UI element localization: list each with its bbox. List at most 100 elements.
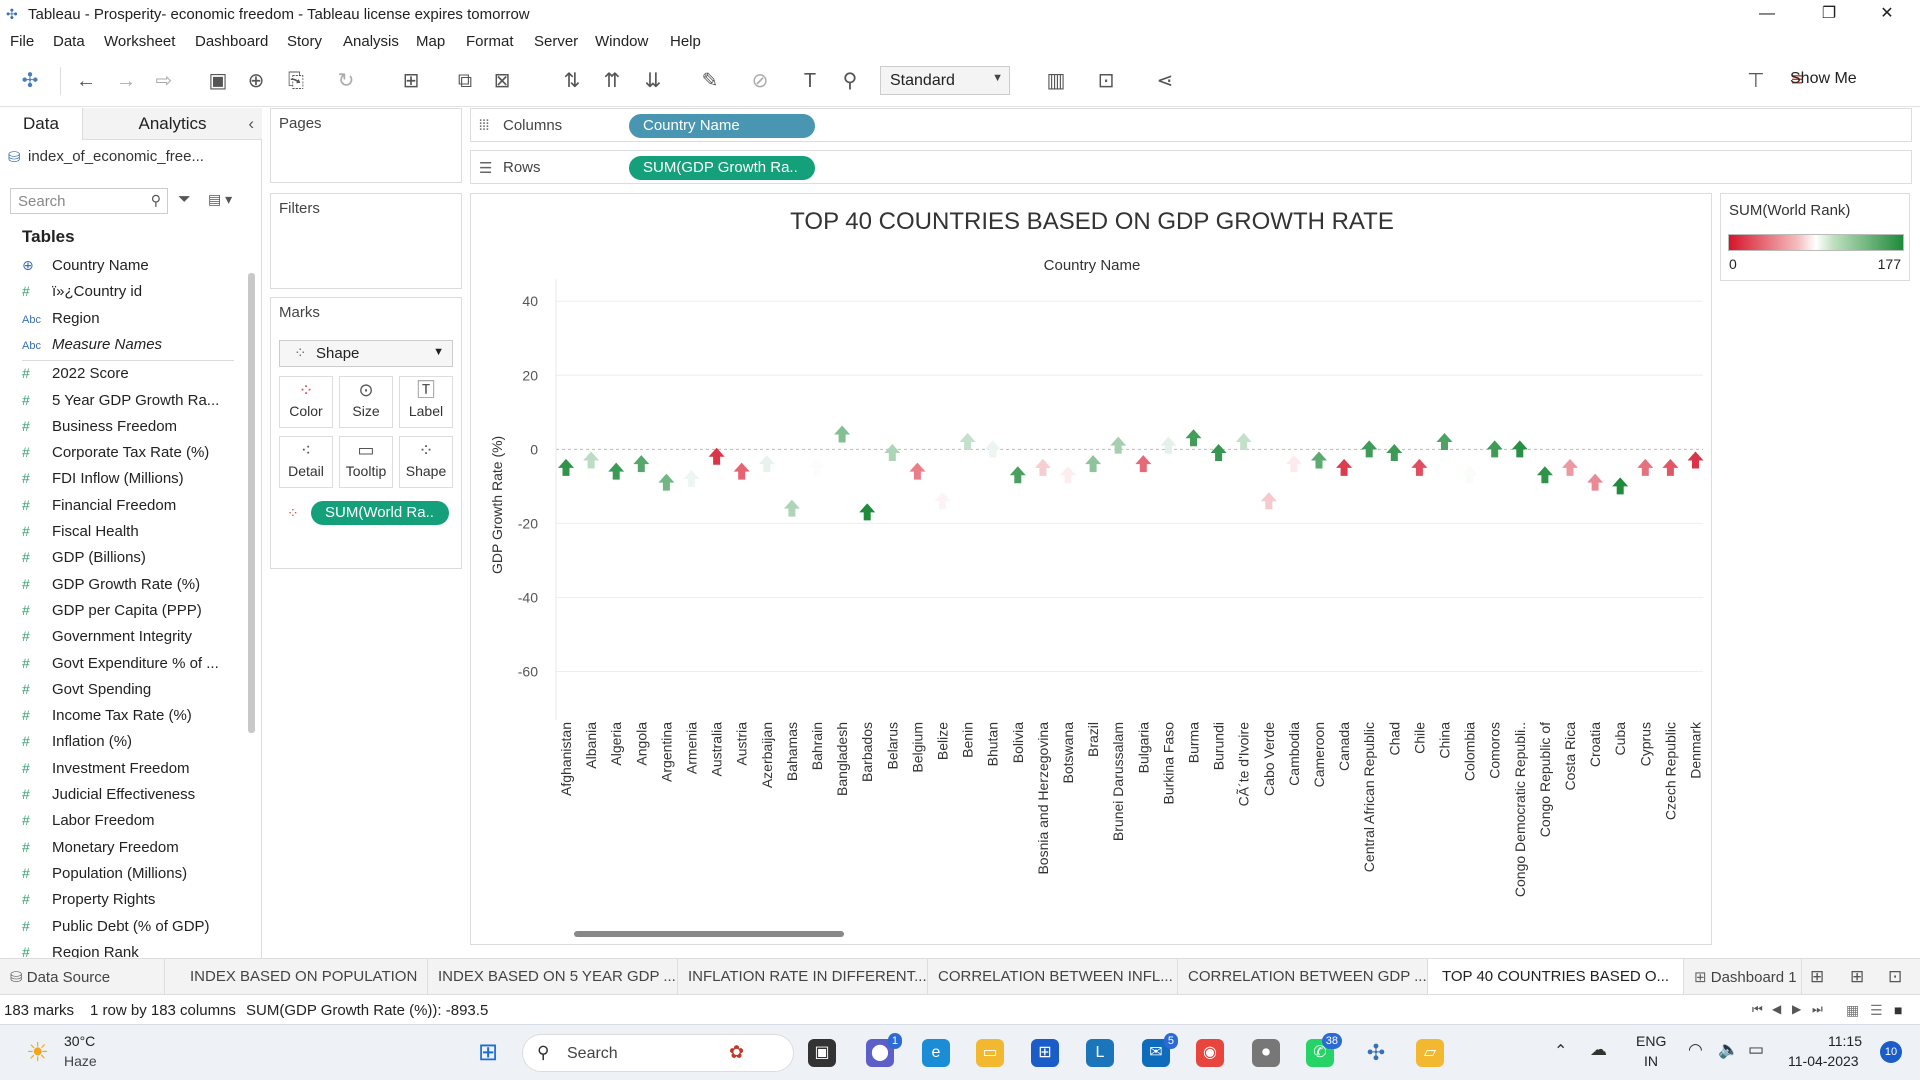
nav-first-icon[interactable]: ⏮ [1752,1002,1763,1016]
grid-view-icon[interactable]: ▦ [1846,1002,1860,1018]
store-icon[interactable]: ⊞ [1031,1039,1059,1067]
show-me-icon[interactable]: ≡ [1791,69,1803,91]
view-options-icon[interactable]: ▤ ▾ [208,191,233,207]
size-button[interactable]: ⊙ Size [339,376,393,428]
maximize-button[interactable]: ❐ [1821,5,1837,22]
field-item[interactable]: # Corporate Tax Rate (%) [22,444,237,468]
save-icon[interactable]: ▣ [208,70,228,92]
lang-eng[interactable]: ENG [1636,1033,1667,1049]
mark-type-select[interactable]: ⁘ Shape ▼ [279,340,453,367]
sort-asc-icon[interactable]: ⇈ [603,70,621,92]
menu-server[interactable]: Server [534,33,579,50]
redo-icon[interactable]: → [116,70,136,92]
worksheet-view[interactable]: TOP 40 COUNTRIES BASED ON GDP GROWTH RAT… [470,193,1712,945]
weather-icon[interactable]: ☀ [26,1037,50,1067]
minimize-button[interactable]: — [1759,5,1775,22]
menu-map[interactable]: Map [416,33,446,50]
show-me-button[interactable]: Show Me [1790,70,1857,87]
refresh-icon[interactable]: ↻ [337,70,355,92]
new-story-tab-icon[interactable]: ⊡ [1888,967,1903,986]
group-icon[interactable]: ⊘ [751,70,769,92]
duplicate-sheet-icon[interactable]: ⧉ [457,70,473,92]
app-l-icon[interactable]: L [1086,1039,1114,1067]
label-icon[interactable]: T [803,70,817,92]
field-item[interactable]: # Investment Freedom [22,760,237,784]
share-icon[interactable]: ⋖ [1156,70,1174,92]
tab-data[interactable]: Data [0,108,82,140]
folder-app-icon[interactable]: ▱ [1416,1039,1444,1067]
field-item[interactable]: #5 Year GDP Growth Ra... [22,392,237,416]
field-item[interactable]: # Business Freedom [22,418,237,442]
field-item[interactable]: # Public Debt (% of GDP) [22,918,237,942]
nav-last-icon[interactable]: ⏭ [1812,1002,1823,1016]
field-item[interactable]: # Labor Freedom [22,812,237,836]
label-button[interactable]: 🅃 Label [399,376,453,428]
close-button[interactable]: ✕ [1880,5,1894,22]
undo-icon[interactable]: ← [76,70,96,92]
task-view-icon[interactable]: ▣ [808,1039,836,1067]
highlight-icon[interactable]: ✎ [701,70,719,92]
nav-next-icon[interactable]: ▶ [1792,1002,1802,1016]
tray-chevron-icon[interactable]: ⌃ [1554,1043,1568,1060]
filmstrip-view-icon[interactable]: ■ [1894,1002,1903,1018]
field-item[interactable]: # Financial Freedom [22,497,237,521]
tableau-taskbar-icon[interactable]: ✣ [1366,1040,1386,1065]
tab-sheet-active[interactable]: TOP 40 COUNTRIES BASED O... [1428,959,1684,995]
tab-sheet-2[interactable]: INDEX BASED ON 5 YEAR GDP ... [428,959,678,995]
field-item[interactable]: ⊕ Country Name [22,257,237,281]
recorder-icon[interactable]: ⏺ [1252,1039,1280,1067]
columns-shelf[interactable]: ⦙⦙⦙ Columns Country Name [470,108,1912,142]
battery-icon[interactable]: ▭ [1748,1040,1765,1059]
swap-icon[interactable]: ⇅ [563,70,581,92]
menu-story[interactable]: Story [287,33,323,50]
whatsapp-icon[interactable]: ✆ 38 [1306,1033,1342,1067]
field-item[interactable]: # Fiscal Health [22,523,237,547]
volume-icon[interactable]: 🔈 [1718,1040,1740,1059]
tab-data-source[interactable]: ⛁ Data Source [0,959,165,995]
file-explorer-icon[interactable]: ▭ [976,1039,1004,1067]
field-item[interactable]: # Property Rights [22,891,237,915]
pause-updates-icon[interactable]: ⎘ [288,70,304,92]
field-item[interactable]: # Monetary Freedom [22,839,237,863]
pin-icon[interactable]: ⚲ [842,70,858,92]
menu-worksheet[interactable]: Worksheet [104,33,176,50]
menu-dashboard[interactable]: Dashboard [195,33,269,50]
wifi-icon[interactable]: ◠ [1688,1040,1703,1059]
field-item[interactable]: Abc Region [22,310,237,334]
detail-button[interactable]: ⁖ Detail [279,436,333,488]
data-pane-scrollbar[interactable] [248,273,255,733]
filter-icon[interactable]: ⏷ [178,191,191,208]
columns-pill[interactable]: Country Name [629,114,815,138]
tooltip-button[interactable]: ▭ Tooltip [339,436,393,488]
new-worksheet-tab-icon[interactable]: ⊞ [1810,967,1825,986]
menu-data[interactable]: Data [53,33,85,50]
tab-analytics[interactable]: Analytics ‹ [82,108,262,140]
field-item[interactable]: # Income Tax Rate (%) [22,707,237,731]
rows-shelf[interactable]: ☰ Rows SUM(GDP Growth Ra.. [470,150,1912,184]
field-item[interactable]: # FDI Inflow (Millions) [22,470,237,494]
color-field-pill[interactable]: SUM(World Ra.. [311,501,449,525]
clock-time[interactable]: 11:15 [1828,1033,1862,1049]
tab-sheet-1[interactable]: INDEX BASED ON POPULATION [180,959,428,995]
chrome-icon[interactable]: ◉ [1196,1039,1224,1067]
new-datasource-icon[interactable]: ⊕ [247,70,265,92]
menu-format[interactable]: Format [466,33,514,50]
paint-icon[interactable]: ⊤ [1747,70,1765,92]
field-item[interactable]: # Inflation (%) [22,733,237,757]
field-item[interactable]: # Govt Expenditure % of ... [22,655,237,679]
field-item[interactable]: # GDP per Capita (PPP) [22,602,237,626]
field-item[interactable]: # ï»¿Country id [22,283,237,307]
color-button[interactable]: ⁘ Color [279,376,333,428]
shape-button[interactable]: ⁘ Shape [399,436,453,488]
tab-sheet-5[interactable]: CORRELATION BETWEEN GDP ... [1178,959,1428,995]
onedrive-icon[interactable]: ☁ [1590,1040,1607,1059]
tab-sheet-3[interactable]: INFLATION RATE IN DIFFERENT... [678,959,928,995]
presentation-icon[interactable]: ⊡ [1097,70,1115,92]
field-item[interactable]: #2022 Score [22,365,237,389]
pages-card[interactable]: Pages [270,108,462,183]
mail-icon[interactable]: ✉ 5 [1142,1033,1178,1067]
windows-start-icon[interactable]: ⊞ [477,1039,499,1066]
cards-icon[interactable]: ▥ [1046,70,1066,92]
clock-date[interactable]: 11-04-2023 [1788,1053,1859,1069]
weather-temp[interactable]: 30°C [64,1033,96,1049]
